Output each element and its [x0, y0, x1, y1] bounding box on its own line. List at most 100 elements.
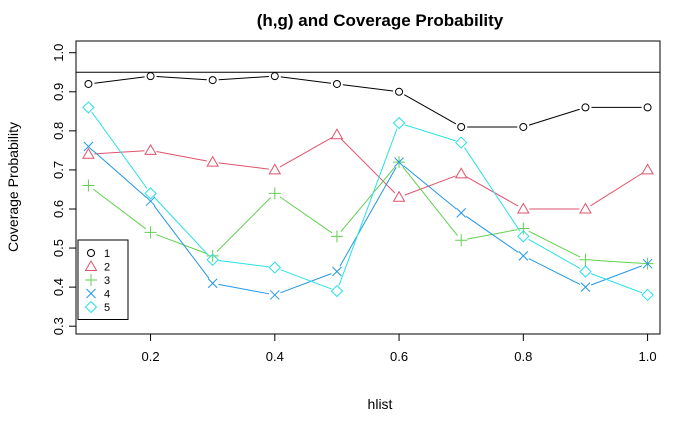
- series-3-segment: [279, 196, 333, 234]
- series-4-segment: [92, 150, 147, 198]
- series-1-segment: [94, 76, 145, 84]
- series-3-segment: [216, 197, 271, 252]
- series-5-point: [330, 284, 344, 298]
- series-2-point: [579, 202, 592, 214]
- series-2-segment: [404, 175, 456, 196]
- series-2-segment: [340, 138, 396, 194]
- series-1-segment: [218, 76, 269, 81]
- legend-label-1: 1: [104, 248, 110, 260]
- legend-label-5: 5: [104, 302, 110, 314]
- x-tick-label: 0.8: [514, 349, 532, 364]
- series-2-segment: [466, 176, 519, 207]
- series-2-point: [454, 167, 468, 179]
- series-1-segment: [280, 76, 332, 84]
- series-4-point: [518, 251, 529, 261]
- series-4-segment: [339, 167, 397, 267]
- y-tick-label: 1.0: [51, 44, 66, 62]
- series-2-point: [268, 163, 282, 175]
- series-1-point: [457, 122, 466, 131]
- series-3-segment: [591, 259, 642, 264]
- legend-label-4: 4: [104, 289, 110, 301]
- series-5-segment: [464, 147, 521, 232]
- series-2-segment: [156, 151, 207, 162]
- series-1-point: [332, 79, 341, 88]
- series-3-point: [579, 253, 592, 266]
- x-axis-label: hlist: [368, 396, 393, 412]
- series-4-point: [269, 290, 280, 300]
- series-4-segment: [153, 205, 210, 279]
- y-tick-label: 0.4: [51, 278, 66, 296]
- legend-entry-5: 5: [84, 300, 110, 314]
- series-1-point: [581, 103, 590, 112]
- series-5-point: [392, 116, 406, 130]
- series-1-point: [643, 103, 652, 112]
- series-5-point: [517, 230, 530, 243]
- series-1-point: [519, 122, 528, 131]
- series-4: [83, 141, 653, 300]
- series-2-point: [206, 155, 220, 167]
- series-5-segment: [154, 197, 209, 256]
- series-4-point: [642, 258, 653, 269]
- series-4-point: [332, 266, 342, 277]
- plot-frame: [75, 40, 661, 335]
- legend-entry-4: 4: [86, 288, 110, 301]
- series-3-point: [330, 230, 343, 243]
- series-5-point: [268, 261, 282, 274]
- legend-label-2: 2: [104, 262, 110, 274]
- series-5-segment: [91, 111, 148, 189]
- series-5-point: [144, 187, 157, 200]
- series-3-segment: [402, 166, 458, 236]
- plot-area: [76, 71, 660, 302]
- series-1-point: [395, 87, 404, 96]
- x-tick-label: 1.0: [639, 349, 657, 364]
- series-4-segment: [528, 258, 581, 285]
- series-5-segment: [218, 260, 269, 268]
- y-tick-label: 0.5: [51, 239, 66, 257]
- y-tick-label: 0.8: [51, 122, 66, 140]
- x-tick-label: 0.6: [390, 349, 408, 364]
- series-2-segment: [279, 137, 332, 168]
- series-2: [82, 128, 654, 214]
- series-5-segment: [528, 238, 581, 269]
- y-tick-label: 0.7: [51, 161, 66, 179]
- series-4-point: [456, 208, 467, 218]
- y-tick-label: 0.6: [51, 200, 66, 218]
- series-4-segment: [465, 215, 519, 253]
- series-3-segment: [155, 234, 208, 255]
- series-1-point: [208, 76, 217, 85]
- series-2-point: [516, 202, 530, 214]
- legend-marker-4: [86, 288, 96, 299]
- series-1: [84, 72, 652, 131]
- series-1-segment: [404, 94, 457, 125]
- series-2-point: [641, 163, 654, 175]
- series-2-point: [144, 143, 157, 155]
- series-3-point: [455, 234, 468, 247]
- series-3-point: [517, 222, 530, 235]
- y-axis-label: Coverage Probability: [5, 122, 21, 252]
- series-5-point: [641, 288, 654, 302]
- series-2-point: [82, 147, 95, 159]
- y-tick-label: 0.9: [51, 83, 66, 101]
- x-tick-label: 0.4: [266, 349, 284, 364]
- series-2-segment: [590, 172, 643, 207]
- series-1-point: [270, 72, 279, 81]
- series-4-point: [207, 278, 218, 289]
- series-4-point: [145, 196, 156, 207]
- series-4-segment: [218, 283, 270, 295]
- series-5: [82, 101, 654, 302]
- series-2-point: [392, 190, 406, 202]
- series-4-point: [83, 141, 94, 152]
- series-5-point: [454, 136, 468, 149]
- series-5-point: [579, 265, 592, 278]
- series-3-point: [82, 179, 95, 192]
- series-5-point: [82, 101, 95, 114]
- series-2-point: [330, 128, 344, 140]
- legend: 1 23 45: [77, 239, 129, 320]
- series-3-segment: [528, 230, 581, 258]
- legend-marker-1: [87, 249, 95, 257]
- legend-marker-2: [84, 260, 98, 271]
- legend-entry-2: 2: [84, 260, 110, 274]
- series-3-point: [268, 187, 281, 200]
- series-1-segment: [528, 108, 580, 126]
